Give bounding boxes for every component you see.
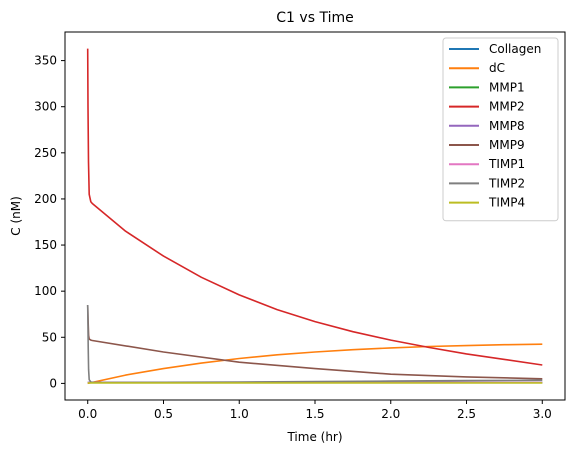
y-tick-label: 250: [34, 146, 57, 160]
legend-box: [442, 37, 559, 222]
legend-label: dC: [489, 61, 505, 75]
x-tick-label: 0.0: [78, 407, 97, 421]
series-layer: [86, 48, 543, 385]
y-tick-label: 300: [34, 100, 57, 114]
y-tick-label: 50: [42, 330, 57, 344]
y-tick-label: 0: [49, 376, 57, 390]
series-line-timp2: [86, 304, 543, 384]
x-tick-label: 2.5: [457, 407, 476, 421]
legend-label: Collagen: [489, 42, 541, 56]
y-tick-label: 100: [34, 284, 57, 298]
x-tick-label: 1.0: [230, 407, 249, 421]
legend-label: MMP1: [489, 80, 525, 94]
legend-label: MMP2: [489, 100, 525, 114]
series-line-mmp2: [86, 48, 543, 366]
series-line-dc: [87, 343, 543, 385]
x-axis-label: Time (hr): [286, 430, 342, 444]
y-tick-label: 350: [34, 54, 57, 68]
x-tick-label: 0.5: [154, 407, 173, 421]
x-axis: 0.0 0.5 1.0 1.5 2.0 2.5 3.0: [78, 400, 552, 421]
legend-label: TIMP2: [488, 176, 525, 190]
x-tick-label: 3.0: [533, 407, 552, 421]
x-tick-label: 1.5: [305, 407, 324, 421]
legend: Collagen dC MMP1 MMP2 MMP8 MMP9 TIMP1 TIMP2 TIMP…: [442, 37, 559, 222]
series-line-mmp9: [86, 304, 543, 380]
legend-label: MMP9: [489, 138, 525, 152]
y-axis-label: C (nM): [9, 196, 23, 236]
y-tick-label: 150: [34, 238, 57, 252]
y-axis: 0 50 100 150 200 250 300 350: [34, 54, 65, 390]
y-tick-label: 200: [34, 192, 57, 206]
legend-label: TIMP4: [488, 196, 525, 210]
chart-title: C1 vs Time: [276, 10, 353, 26]
x-tick-label: 2.0: [381, 407, 400, 421]
legend-label: MMP8: [489, 119, 525, 133]
legend-label: TIMP1: [488, 157, 525, 171]
